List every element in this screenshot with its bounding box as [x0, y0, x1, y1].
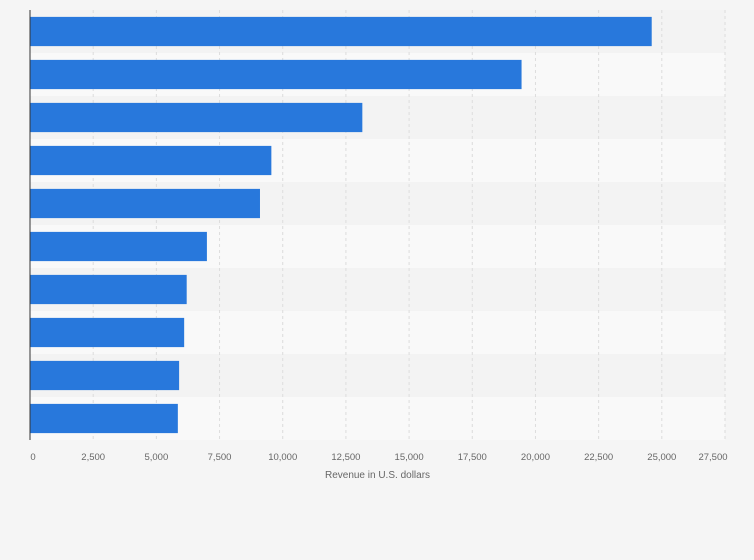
- x-tick-label: 7,500: [208, 452, 232, 463]
- x-tick-label: 0: [30, 452, 35, 463]
- bar[interactable]: [30, 274, 187, 305]
- bar[interactable]: [30, 231, 207, 262]
- x-tick-label: 22,500: [584, 452, 613, 463]
- x-axis-title: Revenue in U.S. dollars: [325, 470, 430, 481]
- x-tick-label: 12,500: [331, 452, 360, 463]
- bars: [30, 16, 652, 434]
- x-tick-label: 17,500: [458, 452, 487, 463]
- bar[interactable]: [30, 16, 652, 47]
- x-tick-label: 10,000: [268, 452, 297, 463]
- x-tick-label: 27,500: [698, 452, 727, 463]
- bar[interactable]: [30, 145, 272, 176]
- x-tick-labels: 0 2,500 5,000 7,500 10,000 12,500 15,000 17,500…: [30, 452, 727, 463]
- bar[interactable]: [30, 188, 260, 219]
- bar[interactable]: [30, 403, 178, 434]
- x-tick-label: 15,000: [395, 452, 424, 463]
- x-tick-label: 5,000: [144, 452, 168, 463]
- bar[interactable]: [30, 59, 522, 90]
- x-tick-label: 25,000: [647, 452, 676, 463]
- bar[interactable]: [30, 317, 185, 348]
- x-tick-label: 20,000: [521, 452, 550, 463]
- bar[interactable]: [30, 360, 180, 391]
- bar[interactable]: [30, 102, 363, 133]
- x-tick-label: 2,500: [81, 452, 105, 463]
